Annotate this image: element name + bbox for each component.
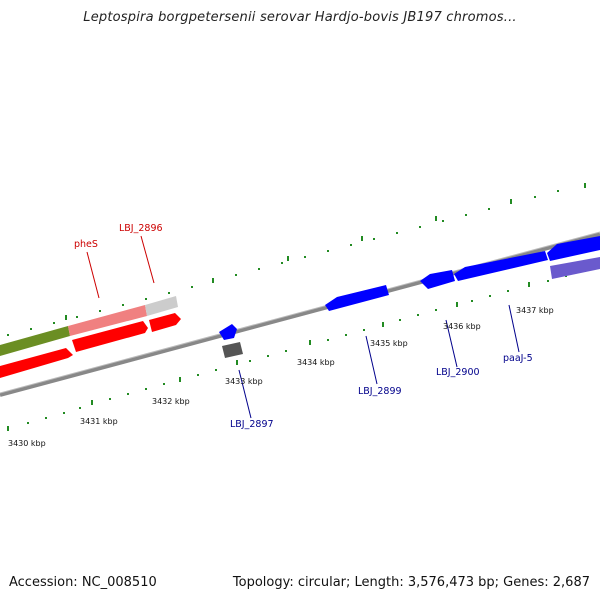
label-lbj2897: LBJ_2897 xyxy=(230,419,274,430)
gene-lbj2897[interactable] xyxy=(222,342,243,358)
ruler-label: 3435 kbp xyxy=(370,339,408,348)
gene-phes[interactable] xyxy=(68,305,147,336)
accession-text: Accession: NC_008510 xyxy=(9,575,157,590)
leader-paaj5 xyxy=(508,304,520,353)
leader-lbj2897 xyxy=(238,369,252,419)
ruler-label: 3437 kbp xyxy=(516,306,554,315)
gene-red-2[interactable] xyxy=(72,321,148,352)
gene-lbj2896[interactable] xyxy=(145,296,178,316)
label-paaj5: paaJ-5 xyxy=(503,353,533,364)
label-lbj2899: LBJ_2899 xyxy=(358,386,402,397)
topology-summary: Topology: circular; Length: 3,576,473 bp… xyxy=(232,575,590,590)
label-phes: pheS xyxy=(74,239,98,250)
leader-lbj2896 xyxy=(140,235,155,284)
map-title: Leptospira borgpetersenii serovar Hardjo… xyxy=(83,10,517,25)
ruler-label: 3431 kbp xyxy=(80,417,118,426)
gene-red-1[interactable] xyxy=(0,348,73,378)
leader-phes xyxy=(86,251,100,299)
gene-lbj2900[interactable] xyxy=(420,270,455,289)
label-lbj2896: LBJ_2896 xyxy=(119,223,163,234)
ruler-label: 3436 kbp xyxy=(443,322,481,331)
upper-tick-ruler xyxy=(7,183,586,336)
ruler-label: 3432 kbp xyxy=(152,397,190,406)
gene-blue-right[interactable] xyxy=(547,236,600,261)
label-lbj2900: LBJ_2900 xyxy=(436,367,480,378)
gene-lbj2899[interactable] xyxy=(325,285,389,311)
leader-lbj2900 xyxy=(445,319,458,368)
ruler-label: 3433 kbp xyxy=(225,377,263,386)
ruler-label: 3430 kbp xyxy=(8,439,46,448)
leader-lbj2899 xyxy=(365,335,378,385)
gene-olive[interactable] xyxy=(0,326,70,356)
ruler-label: 3434 kbp xyxy=(297,358,335,367)
gene-blue-small[interactable] xyxy=(219,324,237,340)
lower-tick-ruler xyxy=(7,270,586,431)
gene-blue-long[interactable] xyxy=(454,251,548,281)
gene-paaj5[interactable] xyxy=(550,257,600,279)
gene-red-3[interactable] xyxy=(149,313,181,332)
